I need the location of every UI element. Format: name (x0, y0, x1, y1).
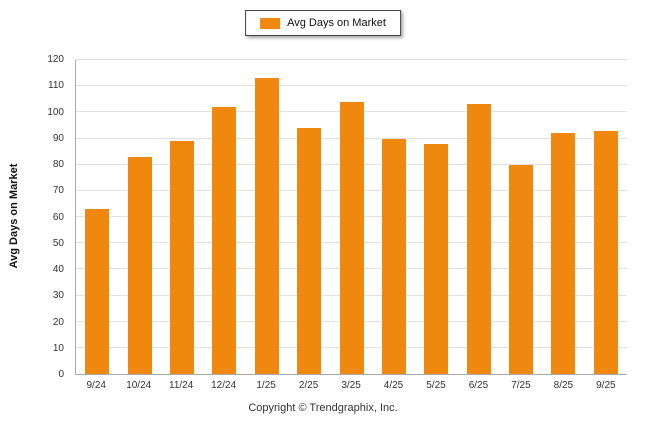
bar (339, 101, 364, 374)
bar (509, 164, 534, 374)
x-axis-labels: 9/24 10/24 11/24 12/24 1/25 2/25 3/25 4/25 5/25 6… (75, 380, 627, 391)
bar-slot (458, 60, 500, 374)
x-tick-label: 1/25 (256, 380, 276, 391)
bar (593, 130, 618, 374)
bar-slot (542, 60, 584, 374)
y-tick-label: 40 (52, 264, 64, 276)
gridline (76, 59, 627, 60)
x-tick-label: 11/24 (169, 380, 194, 391)
bar-slot (373, 60, 415, 374)
legend: Avg Days on Market (245, 10, 401, 36)
bar-slot (500, 60, 542, 374)
bars (76, 60, 627, 374)
bar-slot (585, 60, 627, 374)
x-tick-label: 5/25 (426, 380, 446, 391)
x-tick-label: 9/24 (86, 380, 106, 391)
bar-slot (76, 60, 118, 374)
y-tick-label: 60 (52, 211, 64, 223)
copyright-text: Copyright © Trendgraphix, Inc. (248, 402, 398, 414)
y-tick-label: 10 (52, 342, 64, 354)
x-tick-label: 9/25 (596, 380, 616, 391)
bar-slot (330, 60, 372, 374)
bar-slot (203, 60, 245, 374)
bar (212, 107, 237, 374)
y-tick-label: 20 (52, 316, 64, 328)
y-tick-label: 50 (52, 237, 64, 249)
bar (466, 104, 491, 374)
bar (85, 209, 110, 374)
bar (381, 138, 406, 374)
legend-label: Avg Days on Market (287, 17, 386, 29)
y-tick-label: 80 (52, 159, 64, 171)
y-axis-ticks: 0 10 20 30 40 50 60 70 80 90 100 110 120 (40, 55, 70, 380)
y-tick-label: 0 (58, 369, 64, 380)
y-tick-label: 120 (47, 54, 64, 65)
bar-slot (118, 60, 160, 374)
bar (297, 128, 322, 374)
y-tick-label: 30 (52, 290, 64, 302)
x-tick-label: 3/25 (341, 380, 361, 391)
bar-slot (161, 60, 203, 374)
plot-area (75, 59, 627, 375)
y-tick-label: 110 (48, 80, 64, 92)
y-tick-label: 100 (47, 106, 64, 118)
bar-slot (246, 60, 288, 374)
x-tick-label: 7/25 (511, 380, 531, 391)
x-tick-label: 4/25 (383, 380, 404, 391)
legend-swatch-icon (260, 17, 281, 29)
x-tick-label: 6/25 (468, 380, 489, 391)
y-tick-label: 70 (52, 185, 64, 197)
bar (169, 141, 194, 374)
x-tick-label: 8/25 (553, 380, 574, 391)
bar-slot (415, 60, 457, 374)
y-tick-label: 90 (52, 132, 64, 144)
bar (424, 143, 449, 374)
x-tick-label: 10/24 (126, 380, 152, 391)
bar (127, 156, 152, 374)
gridline (76, 85, 627, 87)
x-tick-label: 12/24 (211, 380, 237, 391)
x-tick-label: 2/25 (298, 380, 319, 391)
bar (254, 78, 279, 374)
bar-slot (288, 60, 330, 374)
y-axis-title: Avg Days on Market (8, 163, 20, 269)
bar (551, 133, 576, 374)
